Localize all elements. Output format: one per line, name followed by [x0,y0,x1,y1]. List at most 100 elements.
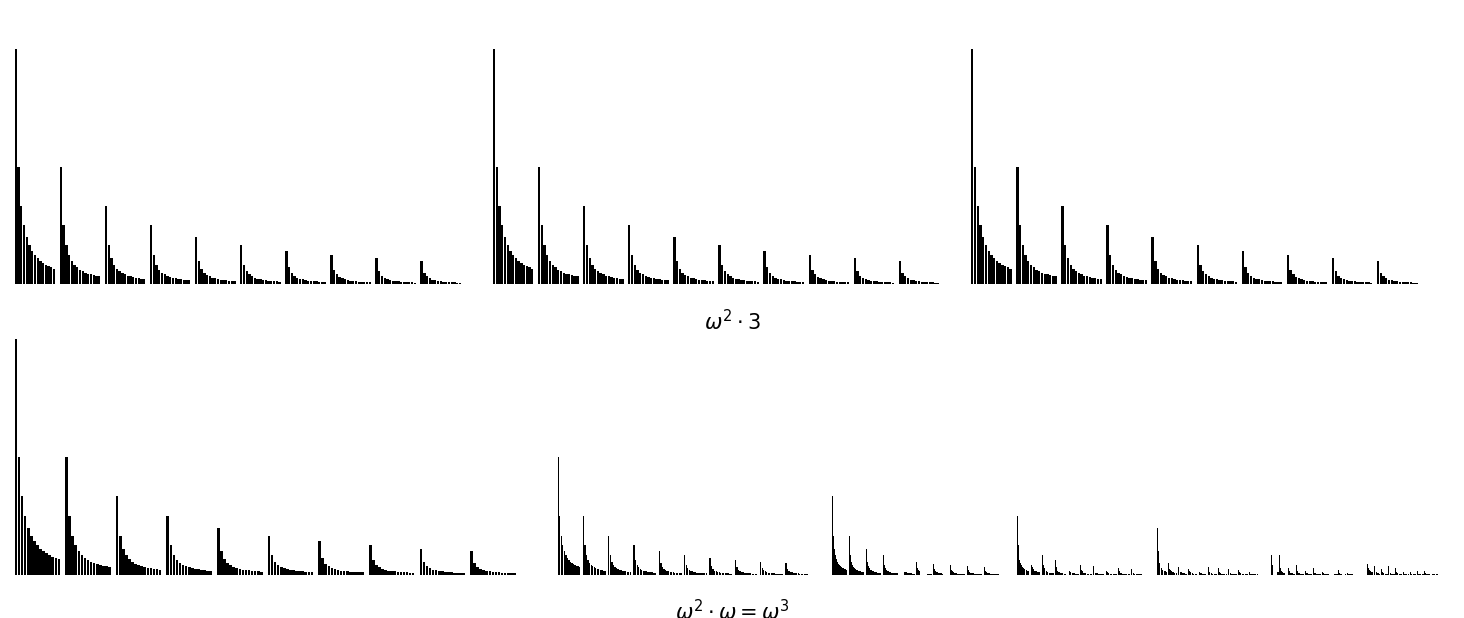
Bar [351,572,354,575]
Bar [230,565,231,575]
Bar [107,245,110,284]
Bar [138,565,141,575]
Bar [549,261,552,284]
Bar [411,573,414,575]
Bar [435,570,438,575]
Bar [206,570,209,575]
Bar [1413,282,1414,284]
Bar [1263,281,1266,284]
Bar [129,276,132,284]
Bar [1061,206,1064,284]
Bar [198,569,199,575]
Bar [498,572,501,575]
Bar [1253,277,1255,284]
Bar [1097,279,1099,284]
Bar [1401,282,1404,284]
Bar [507,573,509,575]
Bar [168,277,171,284]
Bar [738,279,739,284]
Bar [504,573,507,575]
Bar [442,282,445,284]
Bar [239,569,242,575]
Bar [1306,281,1309,284]
Bar [754,281,757,284]
Bar [1139,280,1142,284]
Bar [51,557,54,575]
Bar [233,281,236,284]
Bar [307,281,309,284]
Bar [799,282,801,284]
Bar [562,273,565,284]
Bar [1325,282,1328,284]
Bar [1132,278,1133,284]
Bar [568,274,571,284]
Bar [788,281,791,284]
Bar [20,206,22,284]
Bar [394,281,397,284]
Bar [50,268,53,284]
Bar [574,276,575,284]
Bar [1099,279,1102,284]
Bar [1117,273,1120,284]
Bar [1038,271,1041,284]
Bar [599,273,602,284]
Bar [1080,274,1083,284]
Bar [1089,277,1091,284]
Bar [198,261,201,284]
Bar [31,251,34,284]
Bar [537,167,540,284]
Bar [1035,269,1038,284]
Bar [249,274,250,284]
Bar [138,278,141,284]
Bar [928,282,931,284]
Bar [846,282,849,284]
Bar [1382,276,1385,284]
Bar [931,282,934,284]
Bar [1086,276,1088,284]
Bar [384,570,386,575]
Bar [780,279,782,284]
Bar [1179,280,1181,284]
Bar [1379,273,1382,284]
Bar [45,265,47,284]
Bar [360,282,363,284]
Bar [546,255,549,284]
Bar [444,572,447,575]
Bar [209,276,211,284]
Bar [240,245,243,284]
Bar [318,282,321,284]
Bar [262,280,265,284]
Bar [230,281,233,284]
Bar [435,281,436,284]
Bar [179,563,182,575]
Bar [830,281,833,284]
Bar [1416,282,1417,284]
Bar [1354,281,1356,284]
Bar [793,281,796,284]
Bar [927,282,928,284]
Bar [426,566,429,575]
Bar [176,560,179,575]
Bar [540,226,543,284]
Bar [432,279,433,284]
Bar [1335,271,1337,284]
Bar [296,571,297,575]
Bar [25,237,28,284]
Bar [1157,269,1159,284]
Bar [348,572,351,575]
Bar [640,273,641,284]
Bar [496,167,498,284]
Bar [867,280,870,284]
Bar [597,271,599,284]
Bar [18,457,20,575]
Bar [246,271,247,284]
Bar [89,274,92,284]
Bar [105,566,108,575]
Bar [631,255,634,284]
Bar [86,560,89,575]
Bar [583,206,586,284]
Bar [741,280,742,284]
Bar [271,281,272,284]
Bar [531,269,533,284]
Bar [1269,281,1271,284]
